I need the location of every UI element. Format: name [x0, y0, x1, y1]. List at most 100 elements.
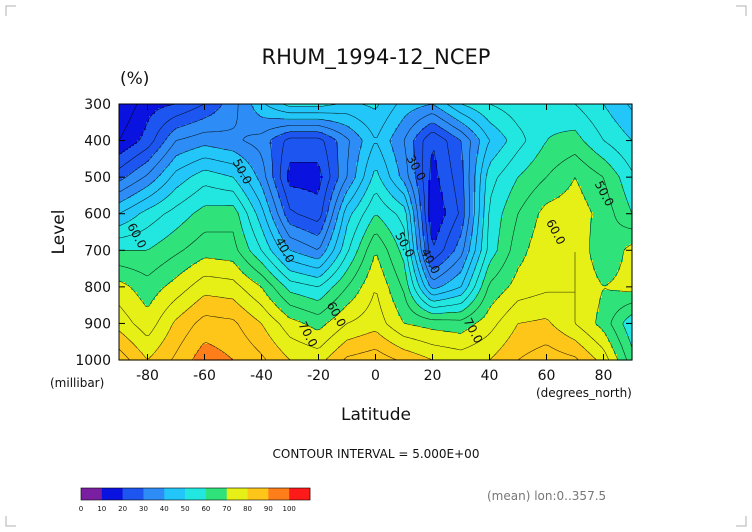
- field-cell: [173, 104, 177, 107]
- field-cell: [335, 118, 339, 121]
- field-cell: [518, 104, 522, 107]
- field-cell: [305, 120, 309, 123]
- field-cell: [560, 116, 564, 119]
- field-cell: [407, 118, 411, 121]
- field-cell: [548, 108, 552, 111]
- field-cell: [578, 108, 582, 111]
- field-cell: [554, 112, 558, 115]
- field-cell: [554, 118, 558, 121]
- field-cell: [455, 112, 459, 115]
- field-cell: [230, 118, 234, 121]
- field-cell: [422, 118, 426, 121]
- field-cell: [362, 116, 366, 119]
- field-cell: [302, 116, 306, 119]
- field-cell: [464, 112, 468, 115]
- field-cell: [458, 106, 462, 109]
- field-cell: [476, 118, 480, 121]
- field-cell: [392, 108, 396, 111]
- field-cell: [296, 116, 300, 119]
- field-cell: [485, 106, 489, 109]
- field-cell: [614, 112, 618, 115]
- field-cell: [362, 108, 366, 111]
- field-cell: [380, 110, 384, 113]
- field-cell: [563, 118, 567, 121]
- field-cell: [305, 106, 309, 109]
- field-cell: [383, 116, 387, 119]
- field-cell: [476, 110, 480, 113]
- field-cell: [578, 106, 582, 109]
- field-cell: [179, 114, 183, 117]
- field-cell: [461, 104, 465, 107]
- field-cell: [350, 110, 354, 113]
- field-cell: [503, 110, 507, 113]
- field-cell: [395, 118, 399, 121]
- field-cell: [266, 110, 270, 113]
- field-cell: [212, 104, 216, 107]
- field-cell: [119, 114, 123, 117]
- field-cell: [614, 108, 618, 111]
- field-cell: [362, 118, 366, 121]
- field-cell: [311, 116, 315, 119]
- field-cell: [578, 104, 582, 107]
- field-cell: [446, 114, 450, 117]
- field-cell: [122, 118, 126, 121]
- field-cell: [599, 116, 603, 119]
- field-cell: [599, 114, 603, 117]
- field-cell: [440, 114, 444, 117]
- field-cell: [491, 114, 495, 117]
- field-cell: [371, 112, 375, 115]
- field-cell: [278, 112, 282, 115]
- field-cell: [485, 112, 489, 115]
- field-cell: [479, 114, 483, 117]
- field-cell: [248, 106, 252, 109]
- field-cell: [251, 116, 255, 119]
- field-cell: [257, 118, 261, 121]
- field-cell: [617, 106, 621, 109]
- field-cell: [431, 118, 435, 121]
- field-cell: [167, 110, 171, 113]
- field-cell: [533, 108, 537, 111]
- field-cell: [290, 120, 294, 123]
- field-cell: [278, 106, 282, 109]
- field-cell: [155, 110, 159, 113]
- field-cell: [629, 116, 633, 119]
- field-cell: [494, 114, 498, 117]
- field-cell: [389, 108, 393, 111]
- field-cell: [263, 110, 267, 113]
- field-cell: [383, 104, 387, 107]
- field-cell: [512, 112, 516, 115]
- field-cell: [209, 116, 213, 119]
- field-cell: [194, 114, 198, 117]
- field-cell: [332, 110, 336, 113]
- field-cell: [386, 104, 390, 107]
- field-cell: [155, 112, 159, 115]
- field-cell: [548, 104, 552, 107]
- field-cell: [353, 108, 357, 111]
- field-cell: [224, 116, 228, 119]
- field-cell: [476, 104, 480, 107]
- field-cell: [551, 118, 555, 121]
- field-cell: [329, 114, 333, 117]
- field-cell: [338, 106, 342, 109]
- field-cell: [506, 104, 510, 107]
- field-cell: [341, 110, 345, 113]
- field-cell: [218, 104, 222, 107]
- field-cell: [329, 116, 333, 119]
- field-cell: [590, 118, 594, 121]
- field-cell: [221, 110, 225, 113]
- field-cell: [185, 106, 189, 109]
- field-cell: [479, 116, 483, 119]
- field-cell: [224, 118, 228, 121]
- field-cell: [269, 110, 273, 113]
- field-cell: [185, 108, 189, 111]
- field-cell: [275, 104, 279, 107]
- field-cell: [155, 108, 159, 111]
- field-cell: [608, 106, 612, 109]
- field-cell: [185, 120, 189, 123]
- field-cell: [188, 108, 192, 111]
- field-cell: [221, 120, 225, 123]
- field-cell: [407, 114, 411, 117]
- field-cell: [326, 118, 330, 121]
- field-cell: [218, 112, 222, 115]
- field-cell: [623, 106, 627, 109]
